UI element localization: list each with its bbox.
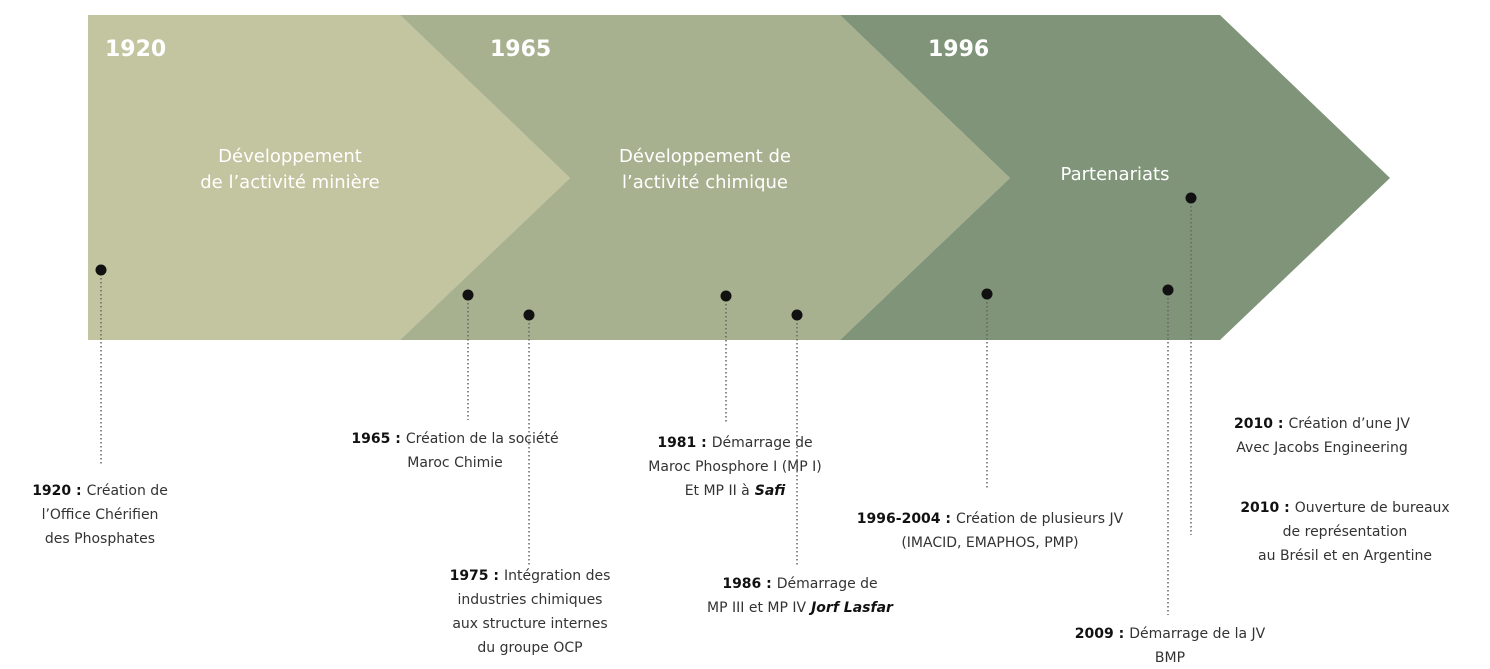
event-text: au Brésil et en Argentine	[1258, 548, 1432, 564]
phase-arrow	[400, 15, 1010, 340]
event-date: 1920 :	[32, 483, 81, 499]
phase-label: Partenariats	[1061, 164, 1170, 185]
event-line: Création d’une JV	[1288, 416, 1410, 432]
event-date: 1996-2004 :	[857, 511, 951, 527]
event-text: 1986 : Démarrage de	[722, 576, 877, 592]
event-text: BMP	[1155, 650, 1185, 666]
phase-year: 1996	[928, 37, 989, 62]
event-text: du groupe OCP	[477, 640, 582, 656]
event-line: du groupe OCP	[477, 640, 582, 656]
event-dot	[720, 290, 732, 302]
event-text: 2010 : Ouverture de bureaux	[1240, 500, 1449, 516]
event-text: 1996-2004 : Création de plusieurs JV	[857, 511, 1124, 527]
event-dot	[1185, 192, 1197, 204]
phase-year: 1965	[490, 37, 551, 62]
event-text: 1965 : Création de la société	[351, 431, 558, 447]
event-line: de représentation	[1283, 524, 1408, 540]
event-dot	[95, 264, 107, 276]
event-line: Démarrage de la JV	[1129, 626, 1265, 642]
event-line: Démarrage de	[777, 576, 878, 592]
event-text: 1920 : Création de	[32, 483, 168, 499]
event-place: Safi	[755, 483, 787, 499]
event-date: 1981 :	[657, 435, 706, 451]
phase-arrow	[840, 15, 1390, 340]
event-line: l’Office Chérifien	[42, 507, 159, 523]
phase-arrow	[88, 15, 570, 340]
event-date: 1975 :	[450, 568, 499, 584]
event-dot	[462, 289, 474, 301]
event-text: 2009 : Démarrage de la JV	[1075, 626, 1266, 642]
phase-year: 1920	[105, 37, 166, 62]
event-date: 2010 :	[1234, 416, 1283, 432]
phase-label: l’activité chimique	[622, 172, 788, 193]
event-line: Création de la société	[406, 431, 559, 447]
event-date: 2009 :	[1075, 626, 1124, 642]
event-line: Ouverture de bureaux	[1295, 500, 1450, 516]
event-line: MP III et MP IV	[707, 600, 806, 616]
event-date: 1965 :	[351, 431, 400, 447]
event-line: BMP	[1155, 650, 1185, 666]
event-line: Création de	[87, 483, 168, 499]
event-dot	[1162, 284, 1174, 296]
event-text: Avec Jacobs Engineering	[1236, 440, 1407, 456]
event-line: (IMACID, EMAPHOS, PMP)	[901, 535, 1078, 551]
event-place: Jorf Lasfar	[808, 600, 894, 616]
event-text: MP III et MP IV Jorf Lasfar	[707, 600, 894, 616]
event-line: Intégration des	[504, 568, 610, 584]
event-text: 2010 : Création d’une JV	[1234, 416, 1410, 432]
event-text: 1975 : Intégration des	[450, 568, 611, 584]
event-line: aux structure internes	[452, 616, 607, 632]
event-line: Maroc Phosphore I (MP I)	[648, 459, 821, 475]
event-text: Maroc Phosphore I (MP I)	[648, 459, 821, 475]
event-text: l’Office Chérifien	[42, 507, 159, 523]
event-date: 1986 :	[722, 576, 771, 592]
phase-label: Développement	[218, 146, 362, 167]
event-line: Avec Jacobs Engineering	[1236, 440, 1407, 456]
event-text: industries chimiques	[458, 592, 603, 608]
event-line: des Phosphates	[45, 531, 155, 547]
phase-label: de l’activité minière	[200, 172, 380, 193]
event-line: industries chimiques	[458, 592, 603, 608]
event-line: au Brésil et en Argentine	[1258, 548, 1432, 564]
event-line: Création de plusieurs JV	[956, 511, 1124, 527]
phase-label: Développement de	[619, 146, 791, 167]
event-line: Et MP II à	[685, 483, 750, 499]
event-dot	[981, 288, 993, 300]
event-date: 2010 :	[1240, 500, 1289, 516]
event-text: des Phosphates	[45, 531, 155, 547]
event-text: de représentation	[1283, 524, 1408, 540]
event-text: (IMACID, EMAPHOS, PMP)	[901, 535, 1078, 551]
event-line: Démarrage de	[712, 435, 813, 451]
event-dot	[791, 309, 803, 321]
event-line: Maroc Chimie	[407, 455, 503, 471]
event-text: 1981 : Démarrage de	[657, 435, 812, 451]
event-text: aux structure internes	[452, 616, 607, 632]
event-dot	[523, 309, 535, 321]
event-text: Maroc Chimie	[407, 455, 503, 471]
event-text: Et MP II à Safi	[685, 483, 787, 499]
